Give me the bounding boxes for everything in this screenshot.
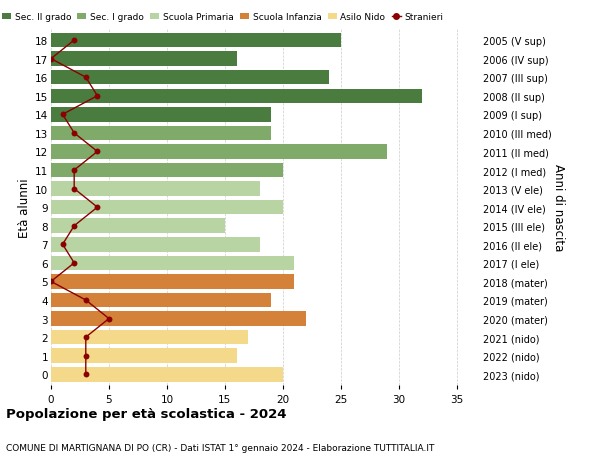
Bar [51,52,236,67]
Point [70,260,79,267]
Point [70,185,79,193]
Y-axis label: Anni di nascita: Anni di nascita [553,164,565,251]
Bar [51,201,283,215]
Bar [51,312,306,326]
Point [46,56,56,63]
Bar [51,182,260,196]
Bar [51,71,329,85]
Y-axis label: Età alunni: Età alunni [18,178,31,237]
Bar [51,219,225,234]
Point [81,371,91,378]
Point [92,204,102,211]
Point [92,148,102,156]
Point [81,352,91,359]
Text: COMUNE DI MARTIGNANA DI PO (CR) - Dati ISTAT 1° gennaio 2024 - Elaborazione TUTT: COMUNE DI MARTIGNANA DI PO (CR) - Dati I… [6,443,434,452]
Point [104,315,114,323]
Legend: Sec. II grado, Sec. I grado, Scuola Primaria, Scuola Infanzia, Asilo Nido, Stran: Sec. II grado, Sec. I grado, Scuola Prim… [2,13,443,22]
Bar [51,126,271,141]
Point [58,241,67,248]
Bar [51,163,283,178]
Point [58,112,67,119]
Point [70,167,79,174]
Point [81,334,91,341]
Bar [51,90,422,104]
Text: Popolazione per età scolastica - 2024: Popolazione per età scolastica - 2024 [6,407,287,420]
Point [46,278,56,285]
Point [70,130,79,137]
Point [81,74,91,82]
Bar [51,145,387,159]
Bar [51,293,271,308]
Bar [51,256,295,270]
Point [70,223,79,230]
Bar [51,349,236,363]
Point [92,93,102,100]
Point [81,297,91,304]
Point [70,37,79,45]
Bar [51,330,248,345]
Bar [51,108,271,122]
Bar [51,237,260,252]
Bar [51,34,341,48]
Bar [51,367,283,382]
Bar [51,274,295,289]
